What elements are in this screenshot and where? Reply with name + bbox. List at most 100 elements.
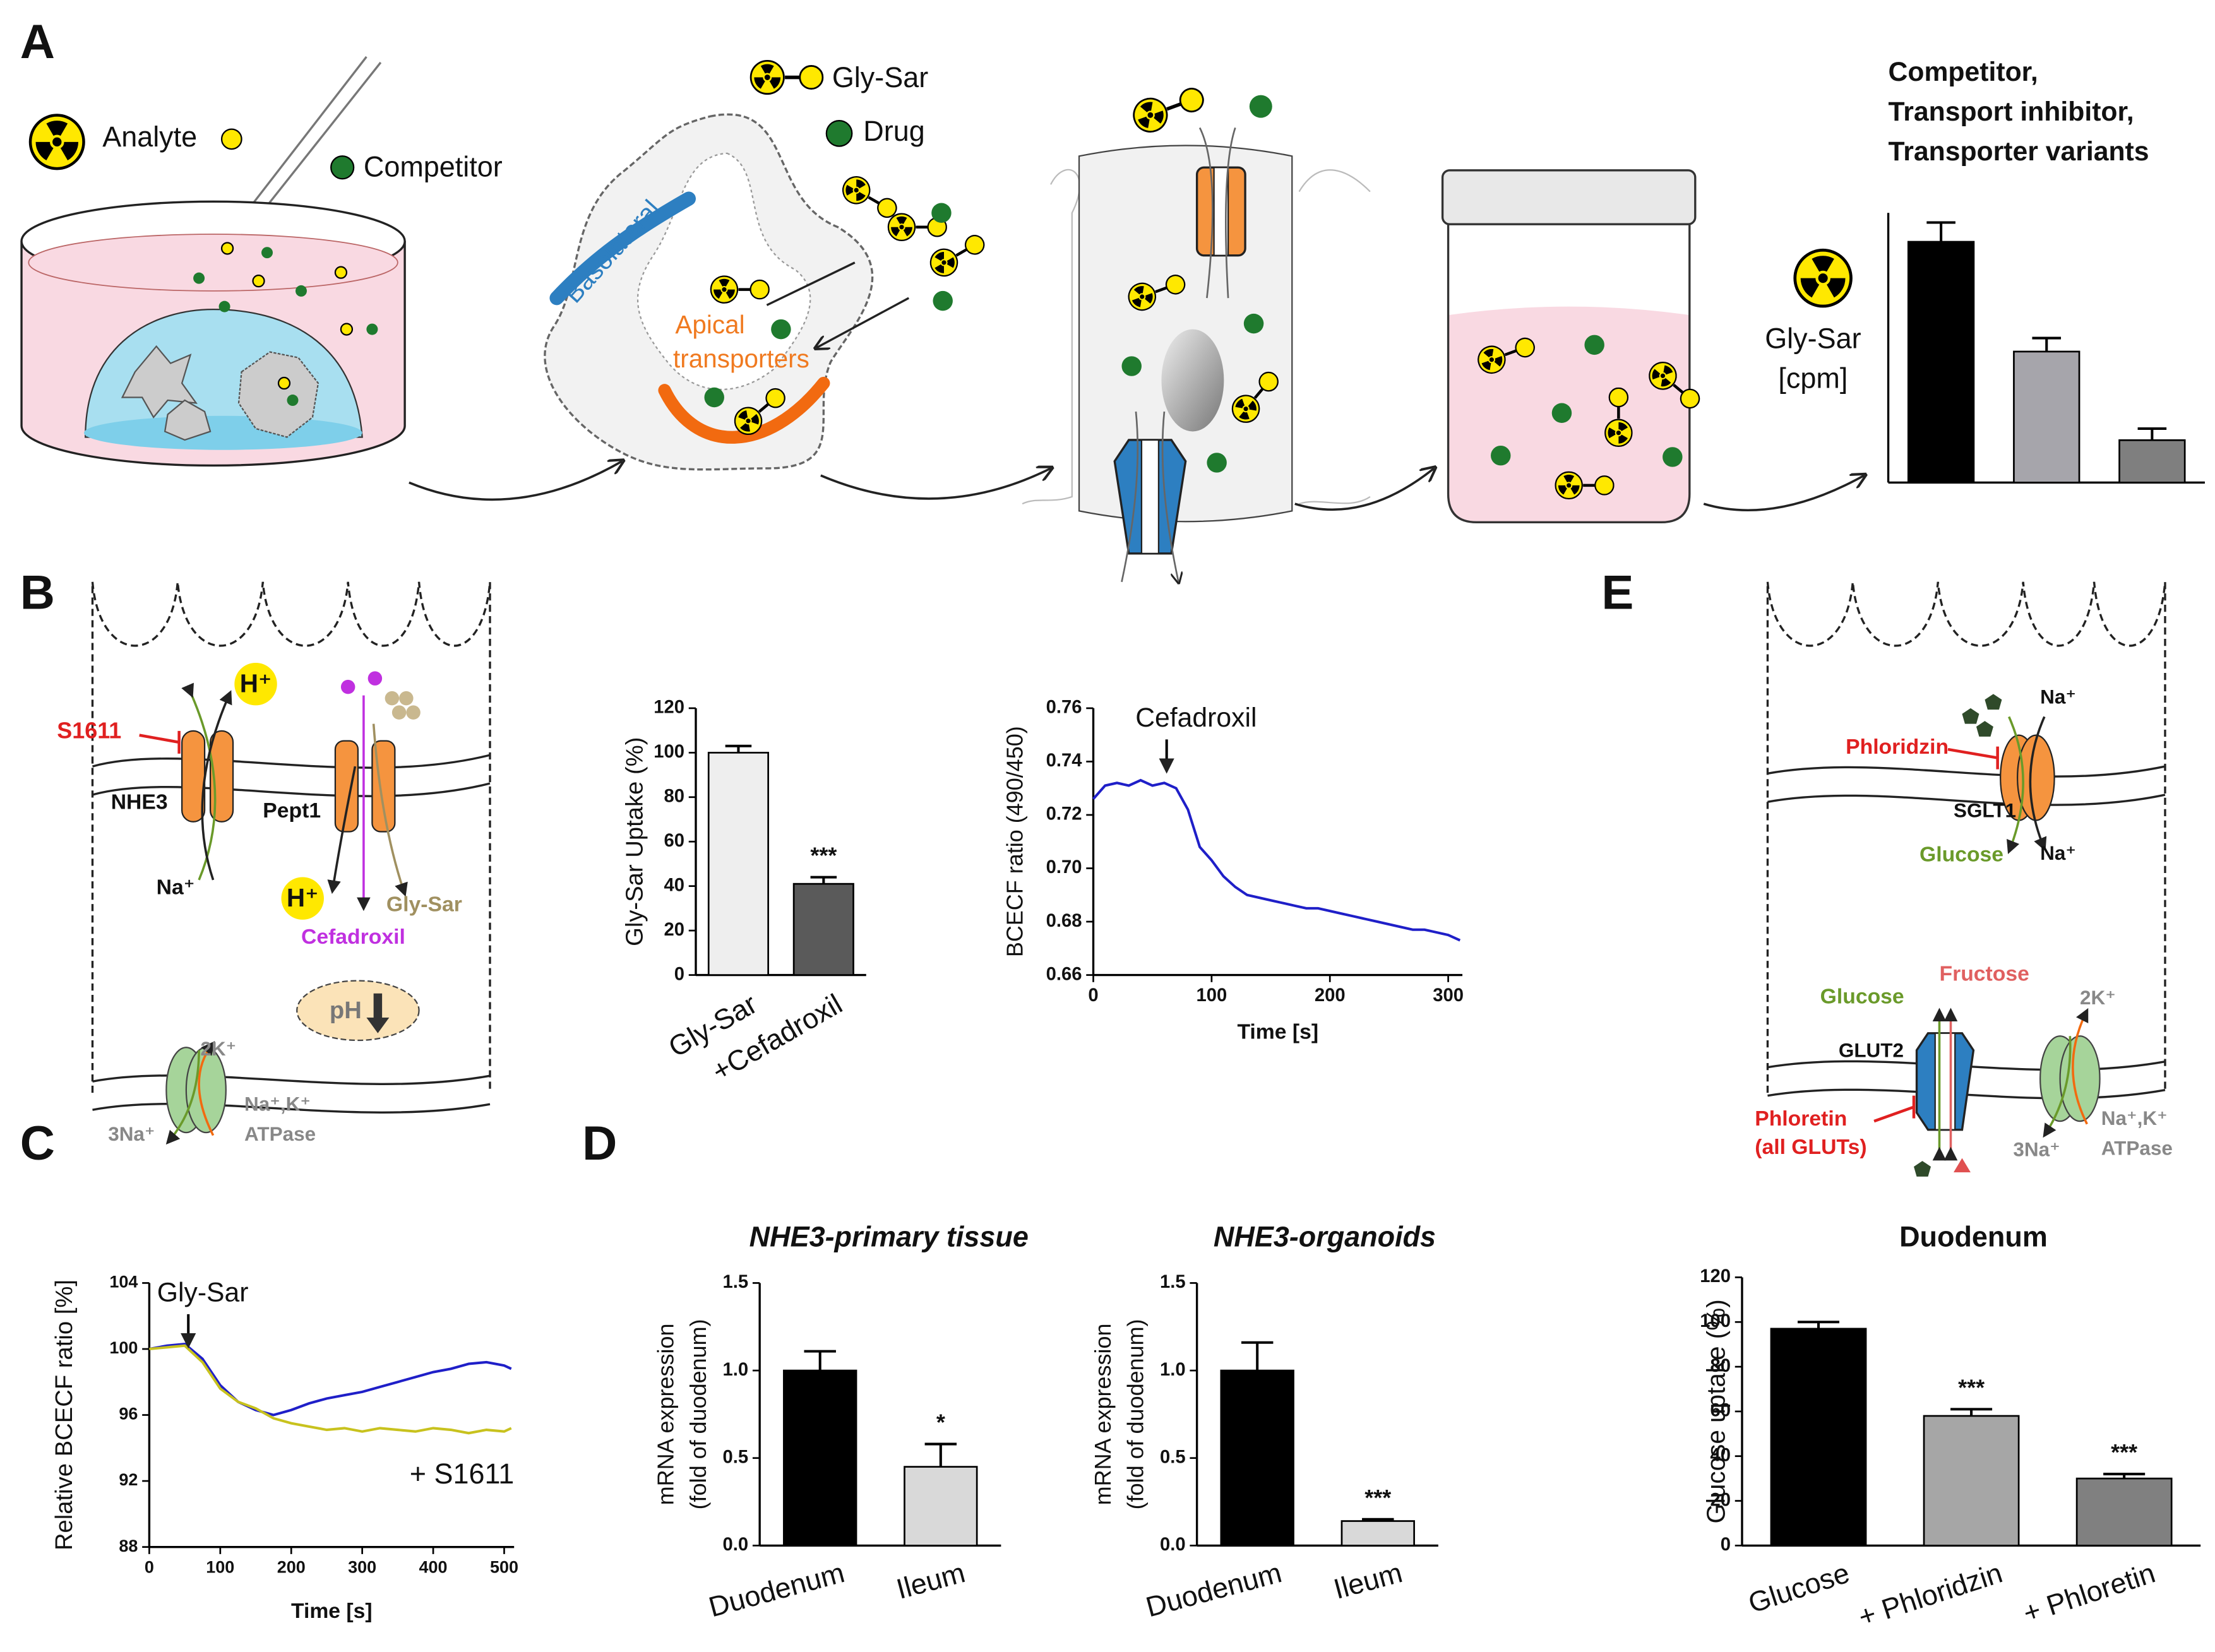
bar	[2075, 1477, 2173, 1547]
x-tick-label: 200	[1315, 985, 1346, 1006]
organoid	[164, 399, 212, 441]
medium	[28, 234, 398, 292]
chart-title: Duodenum	[1899, 1221, 2048, 1253]
down-arrow	[366, 993, 390, 1033]
y-axis-label: Gly-Sar Uptake (%)	[621, 737, 648, 946]
y-tick-label: 40	[664, 875, 684, 895]
panel-b-diagram: S1611 H⁺ NHE3 Pept1 Na⁺ H⁺ Gly-Sar Cefad…	[57, 581, 491, 1145]
apical-membrane	[658, 376, 830, 444]
x-tick-label: Ileum	[893, 1556, 968, 1605]
label: Na⁺	[2040, 686, 2076, 708]
chart: 0 20 40 60 80 100 120 Duodenum Glucose uptake (%…	[1700, 1221, 2201, 1633]
chart: 88 92 96 100 104 Relative BCECF ratio [%] Time…	[51, 1273, 518, 1623]
label: H⁺	[287, 883, 319, 912]
significance: ***	[1958, 1374, 1985, 1400]
h-ion	[234, 662, 277, 706]
x-tick-label: 100	[206, 1557, 234, 1576]
label: Phloretin	[1755, 1107, 1847, 1131]
label: GLUT2	[1839, 1039, 1904, 1061]
series-line	[149, 1344, 512, 1435]
y-tick-label: 120	[1700, 1266, 1731, 1287]
apical-membrane	[92, 754, 491, 797]
x-axis-label: Time [s]	[291, 1599, 373, 1623]
x-tick-label: Duodenum	[1142, 1556, 1285, 1623]
label: Pept1	[263, 799, 321, 823]
y-tick-label: 1.0	[723, 1360, 749, 1380]
bar	[2118, 439, 2186, 484]
particles	[1474, 332, 1705, 499]
arrow	[820, 468, 1051, 500]
label: Cefadroxil	[301, 925, 405, 949]
x-axis-label: Time [s]	[1237, 1020, 1318, 1044]
significance: ***	[1364, 1485, 1391, 1511]
label: Apical	[675, 310, 744, 339]
label: Glucose	[1820, 984, 1904, 1008]
chart: Competitor, Transport inhibitor, Transport…	[1765, 57, 2205, 484]
label: Gly-Sar	[832, 61, 928, 93]
label: SGLT1	[1954, 799, 2016, 821]
chart: 0.0 0.5 1.0 1.5 NHE3-organoids mRNA expressio…	[1090, 1221, 1438, 1623]
label: Fructose	[1939, 961, 2029, 985]
bar	[2013, 350, 2081, 484]
label: 2K⁺	[2080, 987, 2116, 1009]
transporter-pore	[1934, 1032, 1956, 1131]
y-tick-label: 0.68	[1046, 911, 1082, 931]
transporter-pore	[1140, 439, 1160, 554]
chart-title: NHE3-organoids	[1214, 1221, 1436, 1253]
significance: ***	[2111, 1439, 2137, 1465]
na-flux	[2029, 716, 2047, 852]
transporter-pore	[1213, 167, 1229, 256]
x-tick-label: 500	[490, 1557, 518, 1576]
ph-bubble	[296, 980, 420, 1042]
k-flux	[198, 1041, 215, 1136]
vial-lid	[1441, 169, 1697, 225]
y-tick-label: 104	[109, 1273, 138, 1292]
label: Na⁺,K⁺	[244, 1093, 311, 1115]
series-line	[149, 1343, 512, 1417]
panel-e-diagram: Na⁺ Phloridzin SGLT1 Glucose Na⁺ Glucose…	[1755, 581, 2173, 1177]
y-tick-label: 20	[1710, 1490, 1731, 1510]
panel-a-diagram: Analyte Competitor Gly-Sar Drug Basolate…	[20, 56, 1864, 582]
pept1	[334, 740, 359, 833]
y-axis-label: (fold of duodenum)	[685, 1319, 711, 1509]
label: S1611	[57, 718, 121, 744]
y-tick-label: 0.74	[1046, 751, 1083, 771]
label: Analyte	[102, 121, 197, 153]
particles	[193, 242, 378, 407]
label: Phloridzin	[1846, 735, 1949, 759]
label: ATPase	[2101, 1137, 2173, 1159]
y-tick-label: 80	[664, 787, 684, 807]
bar	[1907, 241, 1975, 484]
label: H⁺	[240, 669, 272, 698]
na-flux	[165, 1050, 200, 1145]
label: Glucose	[1919, 843, 2003, 867]
h-flux	[201, 690, 232, 881]
label: ATPase	[244, 1123, 316, 1145]
neighbor-cells	[1022, 169, 1371, 505]
glucose-flux	[2007, 716, 2024, 854]
y-tick-label: 92	[119, 1470, 138, 1489]
y-tick-label: 0.70	[1046, 857, 1082, 877]
flux-arrows	[1121, 127, 1236, 581]
nucleus	[1161, 329, 1224, 432]
bar	[1340, 1520, 1415, 1547]
arrow	[766, 261, 910, 348]
bar	[1770, 1328, 1867, 1547]
legend-label: + S1611	[410, 1458, 514, 1490]
h-flux	[327, 766, 357, 894]
panel-letter: D	[582, 1117, 617, 1170]
chart-title: NHE3-primary tissue	[749, 1221, 1029, 1253]
y-tick-label: 0.0	[723, 1535, 749, 1555]
label: Na⁺,K⁺	[2101, 1107, 2168, 1129]
organoid	[121, 345, 198, 419]
label: 3Na⁺	[2013, 1139, 2060, 1161]
basolateral-membrane	[92, 1074, 491, 1114]
y-axis-label: Gly-Sar	[1765, 322, 1861, 354]
y-tick-label: 80	[1710, 1356, 1731, 1376]
label: NHE3	[111, 790, 168, 814]
y-axis-label: mRNA expression	[653, 1323, 679, 1505]
y-tick-label: 1.5	[723, 1272, 749, 1292]
bar	[904, 1466, 978, 1547]
y-tick-label: 0.66	[1046, 964, 1082, 984]
